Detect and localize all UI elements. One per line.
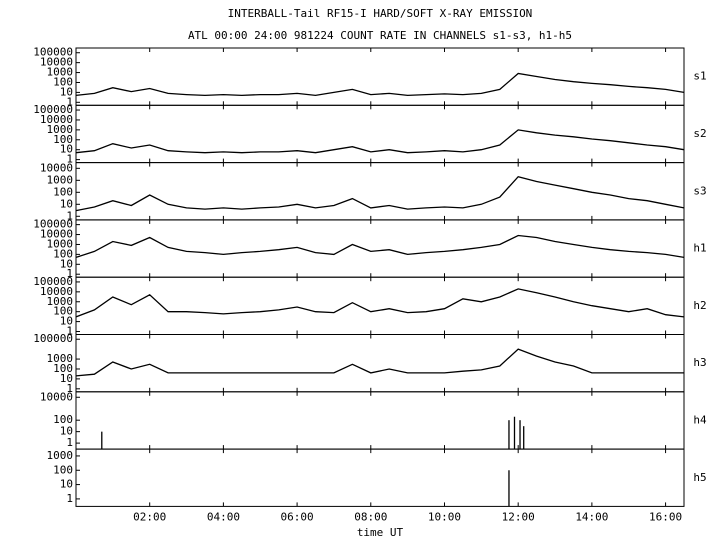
series-label: h1 (693, 242, 706, 255)
x-tick-label: 06:00 (281, 510, 314, 523)
y-tick-label: 1 (66, 209, 73, 222)
series-line (75, 175, 685, 212)
y-tick-label: 100 (53, 75, 73, 88)
y-tick-label: 100 (53, 362, 73, 375)
y-tick-label: 10000 (40, 161, 73, 174)
y-tick-label: 10 (60, 197, 73, 210)
y-tick-label: 100000 (33, 103, 73, 116)
x-tick-label: 08:00 (354, 510, 387, 523)
y-tick-label: 1000 (47, 123, 74, 136)
x-tick-label: 16:00 (649, 510, 682, 523)
x-tick-label: 14:00 (575, 510, 608, 523)
y-tick-label: 10 (60, 143, 73, 156)
y-tick-label: 10000 (40, 56, 73, 69)
y-tick-label: 1 (66, 267, 73, 280)
series-label: s3 (693, 184, 706, 197)
series-line (75, 288, 685, 318)
series-line (75, 234, 685, 259)
y-tick-label: 1000 (47, 352, 74, 365)
x-axis-label: time UT (357, 526, 404, 539)
y-tick-label: 10 (60, 478, 73, 491)
series-line (75, 348, 684, 377)
series-line (75, 72, 685, 97)
panel-frame (75, 448, 685, 507)
y-tick-label: 100000 (33, 46, 73, 59)
y-tick-label: 1 (66, 153, 73, 166)
y-tick-label: 1000 (47, 449, 74, 462)
y-tick-label: 10000 (40, 285, 73, 298)
x-tick-label: 02:00 (133, 510, 166, 523)
y-tick-label: 10000 (40, 390, 73, 403)
y-tick-label: 10 (60, 85, 73, 98)
y-tick-label: 1 (66, 436, 73, 449)
y-tick-label: 1000 (47, 66, 74, 79)
chart-title: INTERBALL-Tail RF15-I HARD/SOFT X-RAY EM… (228, 7, 533, 20)
x-tick-label: 12:00 (502, 510, 535, 523)
y-tick-label: 1000 (47, 173, 74, 186)
y-tick-label: 100 (53, 413, 73, 426)
series-label: s2 (693, 127, 706, 140)
y-tick-label: 10 (60, 315, 73, 328)
series-label: h2 (693, 299, 706, 312)
y-tick-label: 1000 (47, 237, 74, 250)
x-tick-label: 10:00 (428, 510, 461, 523)
y-tick-label: 100 (53, 305, 73, 318)
series-label: h5 (693, 471, 706, 484)
chart-subtitle: ATL 00:00 24:00 981224 COUNT RATE IN CHA… (188, 29, 572, 42)
x-tick-label: 04:00 (207, 510, 240, 523)
y-tick-label: 100 (53, 463, 73, 476)
series-label: h4 (693, 413, 707, 426)
y-tick-label: 1 (66, 382, 73, 395)
y-tick-label: 100000 (33, 275, 73, 288)
y-tick-label: 10000 (40, 113, 73, 126)
y-tick-label: 1000 (47, 295, 74, 308)
y-tick-label: 10000 (40, 228, 73, 241)
y-tick-label: 10 (60, 425, 73, 438)
y-tick-label: 100 (53, 133, 73, 146)
y-tick-label: 1 (66, 325, 73, 338)
series-label: h3 (693, 356, 706, 369)
y-tick-label: 100 (53, 247, 73, 260)
series-label: s1 (693, 70, 706, 83)
y-tick-label: 100 (53, 185, 73, 198)
y-tick-label: 10 (60, 257, 73, 270)
y-tick-label: 1 (66, 492, 73, 505)
y-tick-label: 10 (60, 372, 73, 385)
series-line (75, 129, 685, 154)
y-tick-label: 100000 (33, 332, 73, 345)
y-tick-label: 1 (66, 95, 73, 108)
y-tick-label: 100000 (33, 218, 73, 231)
